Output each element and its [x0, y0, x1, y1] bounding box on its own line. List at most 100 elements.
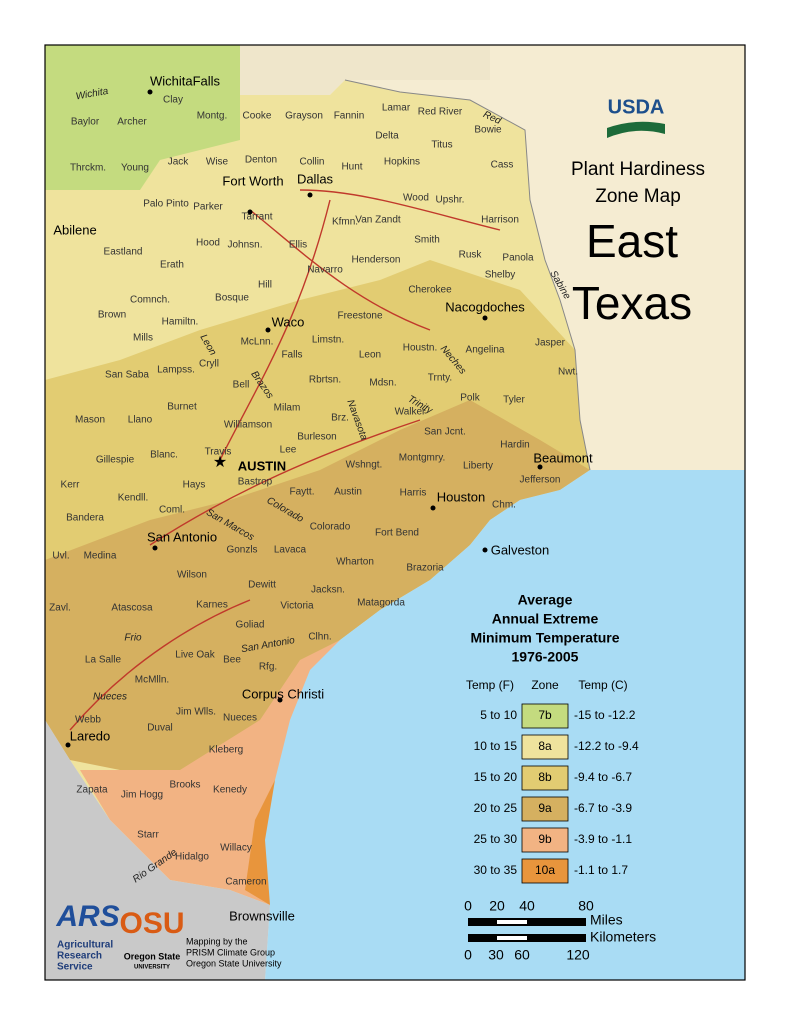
county-label: Tyler: [503, 395, 525, 406]
county-label: Coml.: [159, 505, 185, 516]
county-label: Mdsn.: [369, 378, 396, 389]
county-label: Baylor: [71, 117, 100, 128]
county-label: Freestone: [337, 311, 382, 322]
city-label: Corpus Christi: [242, 686, 324, 701]
city-marker: [482, 315, 488, 321]
county-label: Panola: [502, 253, 534, 264]
county-label: Clhn.: [308, 632, 331, 643]
scale-miles-tick: 0: [464, 898, 472, 914]
legend-column: Temp (F): [466, 678, 514, 692]
county-label: Victoria: [280, 601, 314, 612]
ars-text: Service: [57, 962, 93, 973]
ars-text: Research: [57, 951, 102, 962]
county-label: Clay: [163, 95, 183, 106]
county-label: Jack: [168, 157, 190, 168]
county-label: Red River: [418, 107, 463, 118]
legend-title: Average: [518, 592, 573, 608]
legend-column: Zone: [531, 678, 559, 692]
scale-bar-miles-gap: [497, 920, 527, 924]
mapping-credit: PRISM Climate Group: [186, 947, 275, 957]
county-label: Lamar: [382, 103, 411, 114]
highways: [69, 189, 501, 731]
county-label: Young: [121, 163, 149, 174]
city-label: Waco: [272, 314, 305, 329]
legend-temp-f: 10 to 15: [474, 739, 518, 753]
county-label: Cherokee: [408, 285, 452, 296]
osu-logo: OSU: [119, 907, 184, 940]
city-marker: [277, 697, 283, 703]
scale-miles-tick: 20: [489, 898, 505, 914]
county-label: Polk: [460, 393, 480, 404]
city-label: Fort Worth: [222, 173, 283, 188]
county-label: Rfg.: [259, 662, 277, 673]
scale-km-label: Kilometers: [590, 929, 656, 945]
mexico: [45, 720, 270, 980]
legend-temp-c: -12.2 to -9.4: [574, 739, 639, 753]
county-label: Shelby: [485, 270, 516, 281]
county-label: Zavl.: [49, 603, 71, 614]
county-label: Lavaca: [274, 545, 307, 556]
zone-9b: [80, 640, 340, 905]
legend-swatch: [521, 703, 569, 729]
county-label: Jefferson: [520, 475, 561, 486]
legend-temp-c: -6.7 to -3.9: [574, 801, 632, 815]
county-label: Thrckm.: [70, 163, 106, 174]
legend-title: 1976-2005: [512, 649, 579, 665]
county-label: Van Zandt: [355, 215, 401, 226]
legend-zone: 8a: [538, 739, 552, 753]
legend-title: Minimum Temperature: [470, 630, 619, 646]
legend-swatch: [521, 858, 569, 884]
city-label: Galveston: [491, 542, 550, 557]
county-label: Erath: [160, 260, 184, 271]
county-label: Webb: [75, 715, 101, 726]
scale-miles-tick: 80: [578, 898, 594, 914]
legend-zone: 9b: [538, 832, 552, 846]
county-label: Bee: [223, 655, 241, 666]
ars-text: Agricultural: [57, 940, 113, 951]
city-marker: [152, 545, 158, 551]
county-label: Upshr.: [436, 195, 465, 206]
county-label: Wharton: [336, 557, 374, 568]
county-label: Kendll.: [118, 493, 149, 504]
county-label: Johnsn.: [227, 240, 262, 251]
county-label: Llano: [128, 415, 153, 426]
county-label: Goliad: [236, 620, 265, 631]
city-marker: [307, 192, 313, 198]
county-label: Willacy: [220, 843, 252, 854]
county-label: Jim Wlls.: [176, 707, 216, 718]
county-label: Montg.: [197, 111, 228, 122]
city-marker: ★: [213, 454, 227, 471]
frame: [44, 44, 746, 981]
county-label: Duval: [147, 723, 173, 734]
county-label: Hidalgo: [175, 852, 209, 863]
county-label: Montgmry.: [399, 453, 446, 464]
county-label: Hopkins: [384, 157, 420, 168]
county-label: Bowie: [474, 125, 502, 136]
county-label: Smith: [414, 235, 440, 246]
usda-swoosh: [607, 121, 665, 138]
county-label: Navarro: [307, 265, 343, 276]
county-label: Kfmn.: [332, 217, 358, 228]
legend-temp-f: 20 to 25: [474, 801, 518, 815]
scale-bar-km-gap: [497, 936, 527, 940]
county-label: Hood: [196, 238, 220, 249]
county-label: Brazoria: [406, 563, 444, 574]
county-label: Archer: [117, 117, 147, 128]
county-label: Walker: [395, 407, 426, 418]
zone-9a: [45, 400, 590, 770]
county-label: Bastrop: [238, 477, 273, 488]
county-label: Cass: [491, 160, 514, 171]
mapping-credit: Mapping by the: [186, 936, 248, 946]
county-label: Eastland: [104, 247, 143, 258]
city-label: Brownsville: [229, 908, 295, 923]
county-label: Burnet: [167, 402, 197, 413]
county-label: Bandera: [66, 513, 104, 524]
county-label: Wilson: [177, 570, 207, 581]
osu-text: UNIVERSITY: [134, 965, 170, 971]
county-label: Wise: [206, 157, 229, 168]
legend-zone: 8b: [538, 770, 552, 784]
region-title: East: [586, 215, 678, 267]
city-label: AUSTIN: [238, 458, 286, 473]
county-label: Williamson: [224, 420, 272, 431]
city-marker: [247, 209, 253, 215]
